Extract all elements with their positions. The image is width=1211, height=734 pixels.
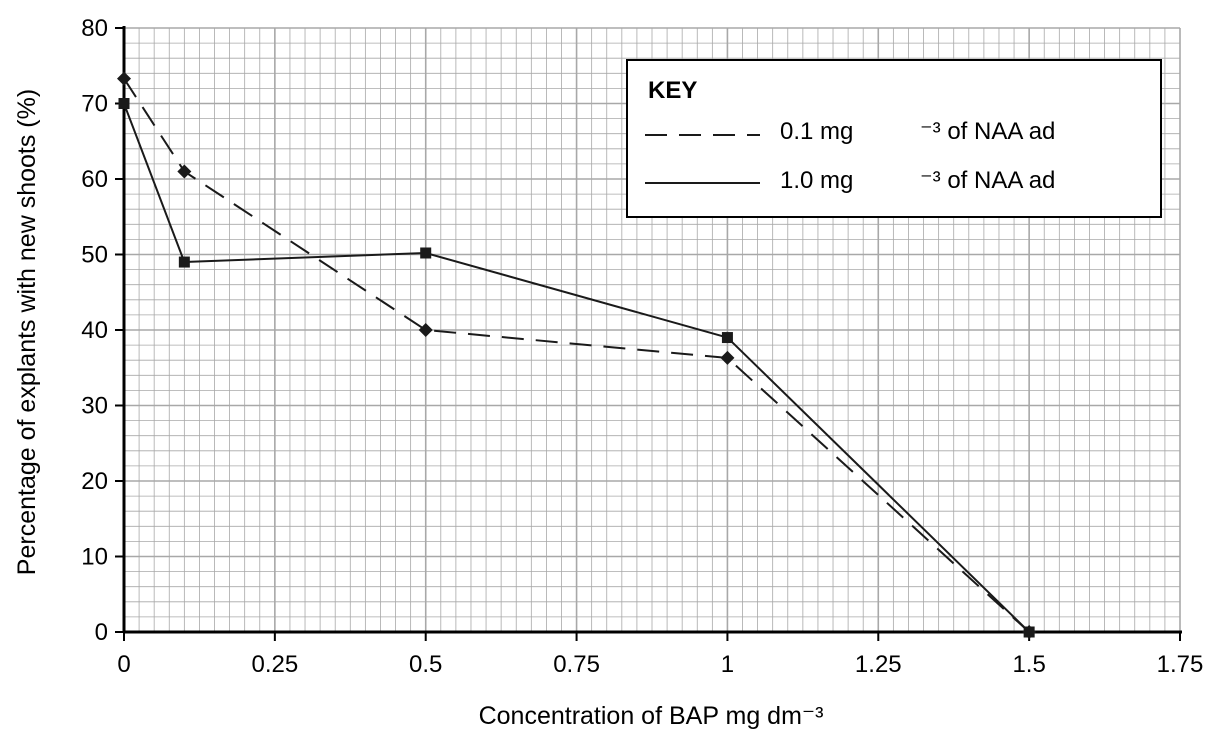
y-tick-label: 30 xyxy=(81,393,108,420)
y-tick-label: 60 xyxy=(81,166,108,193)
series-1-line xyxy=(123,78,1030,633)
y-tick-label: 0 xyxy=(95,619,108,646)
legend: KEY 0.1 mg ⁻³ of NAA ad 1.0 mg ⁻³ of NAA… xyxy=(626,59,1162,218)
y-tick-label: 20 xyxy=(81,468,108,495)
x-tick-label: 0 xyxy=(117,651,130,678)
tick-labels: 0 10 20 30 40 50 60 70 80 0 0.25 0.5 0.75 1 1.25 1.5 1.7… xyxy=(81,15,1203,678)
y-tick-label: 70 xyxy=(81,91,108,118)
series-2-point xyxy=(118,98,130,109)
x-tick-label: 1.25 xyxy=(855,651,902,678)
legend-entry-1-prefix: 0.1 mg xyxy=(780,118,853,145)
series-group xyxy=(117,71,1037,639)
series-2-point xyxy=(721,332,733,344)
legend-entry-1-suffix: ⁻³ of NAA ad xyxy=(920,118,1055,145)
series-2-point xyxy=(420,247,432,259)
series-2 xyxy=(118,98,1035,638)
series-2-point xyxy=(178,256,190,268)
legend-entry-2-prefix: 1.0 mg xyxy=(780,167,853,194)
y-tick-label: 50 xyxy=(81,242,108,269)
series-2-point xyxy=(1023,626,1035,638)
legend-entry-2-suffix: ⁻³ of NAA ad xyxy=(920,167,1055,194)
x-tick-label: 0.5 xyxy=(409,651,442,678)
x-tick-label: 1.75 xyxy=(1157,651,1204,678)
series-1-point xyxy=(117,71,131,86)
axes xyxy=(115,26,1182,641)
series-1-point xyxy=(418,323,433,337)
y-axis-label: Percentage of explants with new shoots (… xyxy=(13,89,41,575)
series-1-point xyxy=(720,350,735,365)
legend-box xyxy=(626,59,1162,218)
y-tick-label: 80 xyxy=(81,15,108,42)
x-tick-label: 0.25 xyxy=(251,651,298,678)
y-tick-label: 40 xyxy=(81,317,108,344)
series-1-point xyxy=(177,164,192,179)
x-tick-label: 1.5 xyxy=(1012,651,1045,678)
legend-title: KEY xyxy=(648,77,697,104)
y-tick-label: 10 xyxy=(81,544,108,571)
x-axis-label: Concentration of BAP mg dm⁻³ xyxy=(479,702,824,730)
x-tick-label: 0.75 xyxy=(553,651,600,678)
x-tick-label: 1 xyxy=(721,651,734,678)
